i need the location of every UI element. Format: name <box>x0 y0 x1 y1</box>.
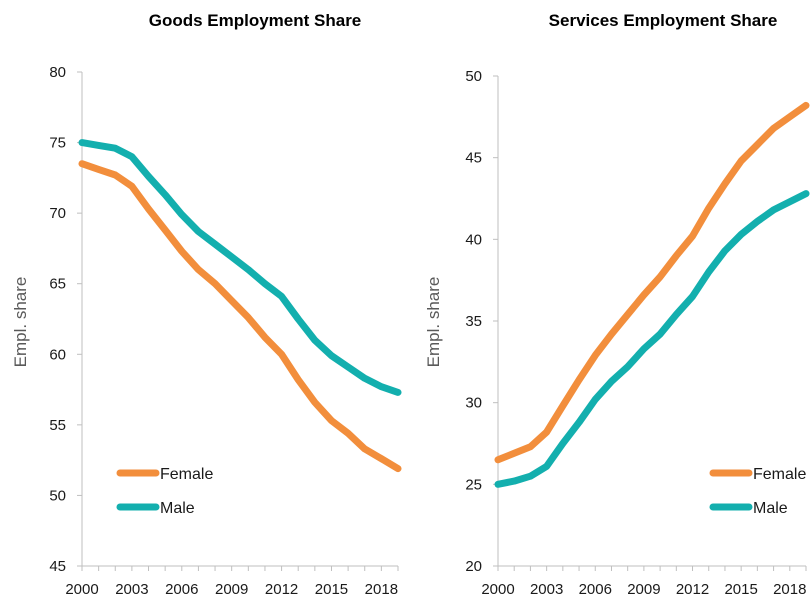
x-tick-label: 2009 <box>215 581 248 598</box>
y-tick-label: 60 <box>49 346 66 363</box>
y-tick-label: 20 <box>465 558 482 575</box>
series-lines <box>78 139 402 473</box>
x-tick-label: 2009 <box>627 581 660 598</box>
series-lines <box>494 101 810 488</box>
legend-label-female: Female <box>160 466 213 483</box>
legend-label-male: Male <box>753 500 788 517</box>
y-tick-label: 45 <box>49 558 66 575</box>
chart-title: Services Employment Share <box>549 11 778 30</box>
series-line-female <box>78 160 402 473</box>
y-axis-ticks: 45 50 55 60 65 70 75 80 <box>49 64 82 575</box>
x-tick-label: 2015 <box>724 581 757 598</box>
chart-title: Goods Employment Share <box>149 11 362 30</box>
axes <box>497 76 806 567</box>
y-tick-label: 75 <box>49 135 66 152</box>
series-line-female <box>494 101 810 464</box>
x-tick-label: 2003 <box>115 581 148 598</box>
x-tick-label: 2006 <box>165 581 198 598</box>
x-tick-label: 2012 <box>265 581 298 598</box>
x-tick-label: 2012 <box>676 581 709 598</box>
services-employment-chart: Services Employment Share Empl. share 20… <box>424 11 810 598</box>
y-tick-label: 80 <box>49 64 66 81</box>
legend: Female Male <box>116 466 213 517</box>
y-tick-label: 35 <box>465 313 482 330</box>
y-tick-label: 40 <box>465 231 482 248</box>
x-tick-label: 2015 <box>315 581 348 598</box>
y-tick-label: 65 <box>49 276 66 293</box>
y-tick-label: 50 <box>465 68 482 85</box>
y-tick-label: 45 <box>465 150 482 167</box>
legend: Female Male <box>709 466 806 517</box>
legend-label-female: Female <box>753 466 806 483</box>
x-tick-label: 2018 <box>365 581 398 598</box>
y-tick-label: 25 <box>465 476 482 493</box>
legend-label-male: Male <box>160 500 195 517</box>
goods-employment-chart: Goods Employment Share Empl. share 45 50 5… <box>11 11 402 598</box>
y-axis-ticks: 20 25 30 35 40 45 50 <box>465 68 498 575</box>
y-tick-label: 50 <box>49 487 66 504</box>
y-tick-label: 55 <box>49 417 66 434</box>
y-axis-label: Empl. share <box>424 277 443 368</box>
x-tick-label: 2000 <box>481 581 514 598</box>
series-line-male <box>78 139 402 396</box>
x-axis-ticks: 2000 2003 2006 2009 2012 2015 2018 <box>481 566 807 598</box>
x-tick-label: 2000 <box>65 581 98 598</box>
x-tick-label: 2018 <box>773 581 806 598</box>
axes <box>81 72 398 567</box>
y-tick-label: 30 <box>465 395 482 412</box>
x-tick-label: 2006 <box>579 581 612 598</box>
x-axis-ticks: 2000 2003 2006 2009 2012 2015 2018 <box>65 566 399 598</box>
x-tick-label: 2003 <box>530 581 563 598</box>
y-axis-label: Empl. share <box>11 277 30 368</box>
y-tick-label: 70 <box>49 205 66 222</box>
series-line-male <box>494 190 810 488</box>
